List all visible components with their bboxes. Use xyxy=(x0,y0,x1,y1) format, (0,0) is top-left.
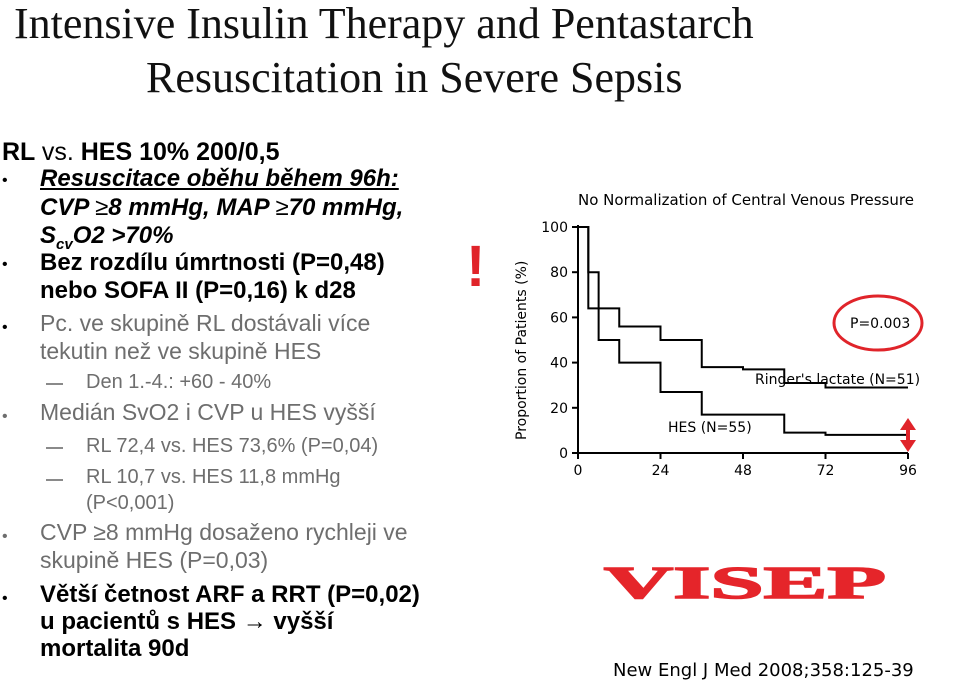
sub-3: Den 1.-4.: +60 - 40% xyxy=(86,371,272,393)
bullet-1-line1: Resuscitace oběhu během 96h: xyxy=(40,165,399,192)
exclamation-mark: ! xyxy=(466,234,486,299)
x-tick-label: 0 xyxy=(574,463,583,479)
text-cv-sub: cv xyxy=(56,235,73,253)
legend-hes: HES (N=55) xyxy=(668,420,752,436)
bullet-2-marker: • xyxy=(2,256,8,273)
bullet-6-line2: u pacientů s HES → vyšší xyxy=(40,608,333,636)
bullet-6-line3: mortalita 90d xyxy=(40,635,190,662)
visep-logo-text: VISEP xyxy=(604,560,886,606)
text-cvp: CVP xyxy=(40,194,96,221)
y-tick-label: 100 xyxy=(541,220,568,236)
sub-4b-line1: RL 10,7 vs. HES 11,8 mmHg xyxy=(86,466,341,488)
heading: RL vs. HES 10% 200/0,5 xyxy=(2,138,279,167)
y-tick-label: 60 xyxy=(550,310,568,326)
ge-symbol-5: ≥ xyxy=(93,519,106,545)
series-line-ringers xyxy=(578,226,908,389)
sub-4b-line2: (P<0,001) xyxy=(86,492,175,514)
cvp-chart: No Normalization of Central Venous Press… xyxy=(514,191,924,479)
arrow-right-icon: → xyxy=(242,608,267,635)
chart-title: No Normalization of Central Venous Press… xyxy=(578,191,914,209)
citation: New Engl J Med 2008;358:125-39 xyxy=(613,660,914,681)
x-tick-label: 48 xyxy=(734,463,752,479)
y-tick-label: 80 xyxy=(550,265,568,281)
text-o2: O2 >70% xyxy=(72,222,174,249)
text-vyssi: vyšší xyxy=(266,608,334,635)
text-bullet5-rest: 8 mmHg dosaženo rychleji ve xyxy=(105,519,408,545)
heading-hes: HES 10% 200/0,5 xyxy=(80,138,280,166)
y-tick-label: 0 xyxy=(559,446,568,462)
bullet-4: Medián SvO2 i CVP u HES vyšší xyxy=(40,399,376,425)
bullet-4-marker: • xyxy=(2,408,8,425)
text-map-value: 70 mmHg, xyxy=(288,194,404,221)
bullet-6-marker: • xyxy=(2,590,8,607)
bullet-5-marker: • xyxy=(2,528,8,545)
sub-dash-4a xyxy=(46,447,63,449)
bullet-5-line2: skupině HES (P=0,03) xyxy=(40,547,269,573)
slide-title-line1: Intensive Insulin Therapy and Pentastarc… xyxy=(14,0,754,48)
x-tick-label: 72 xyxy=(817,463,835,479)
x-tick-label: 24 xyxy=(652,463,670,479)
bullet-3-line2: tekutin než ve skupině HES xyxy=(40,338,322,364)
bullet-2-line1: Bez rozdílu úmrtnosti (P=0,48) xyxy=(40,249,385,276)
text-map: 8 mmHg, MAP xyxy=(108,194,276,221)
heading-vs: vs. xyxy=(41,138,74,166)
heading-rl: RL xyxy=(2,138,35,166)
legend-ringers: Ringer's lactate (N=51) xyxy=(755,372,920,388)
pvalue-label: P=0.003 xyxy=(850,316,910,332)
ge-symbol-2: ≥ xyxy=(275,194,289,221)
bullet-6-line1: Větší četnost ARF a RRT (P=0,02) xyxy=(40,581,420,608)
bullet-1-marker: • xyxy=(2,172,8,189)
difference-arrow xyxy=(900,418,916,452)
ge-symbol: ≥ xyxy=(95,194,109,221)
sub-4a: RL 72,4 vs. HES 73,6% (P=0,04) xyxy=(86,435,379,457)
y-tick-label: 40 xyxy=(550,356,568,372)
series-line-hes xyxy=(578,226,908,436)
sub-dash-3 xyxy=(46,383,63,385)
bullet-1-line3: ScvO2 >70% xyxy=(40,222,173,253)
bullet-3-marker: • xyxy=(2,319,8,336)
x-tick-label: 96 xyxy=(899,463,917,479)
text-s: S xyxy=(40,222,57,249)
bullet-1-line2: CVP ≥8 mmHg, MAP ≥70 mmHg, xyxy=(40,194,403,222)
y-axis-label: Proportion of Patients (%) xyxy=(514,261,530,440)
text-cvp-5: CVP xyxy=(40,519,94,545)
slide-title-line2: Resuscitation in Severe Sepsis xyxy=(146,53,683,102)
bullet-5-line1: CVP ≥8 mmHg dosaženo rychleji ve xyxy=(40,519,408,546)
text-u-pacientu: u pacientů s HES xyxy=(40,608,243,635)
bullet-2-line2: nebo SOFA II (P=0,16) k d28 xyxy=(40,277,356,304)
sub-dash-4b xyxy=(46,479,63,481)
y-tick-label: 20 xyxy=(550,401,568,417)
bullet-3-line1: Pc. ve skupině RL dostávali více xyxy=(40,310,371,336)
pvalue-highlight xyxy=(832,294,924,352)
visep-logo: VISEP xyxy=(603,560,887,606)
